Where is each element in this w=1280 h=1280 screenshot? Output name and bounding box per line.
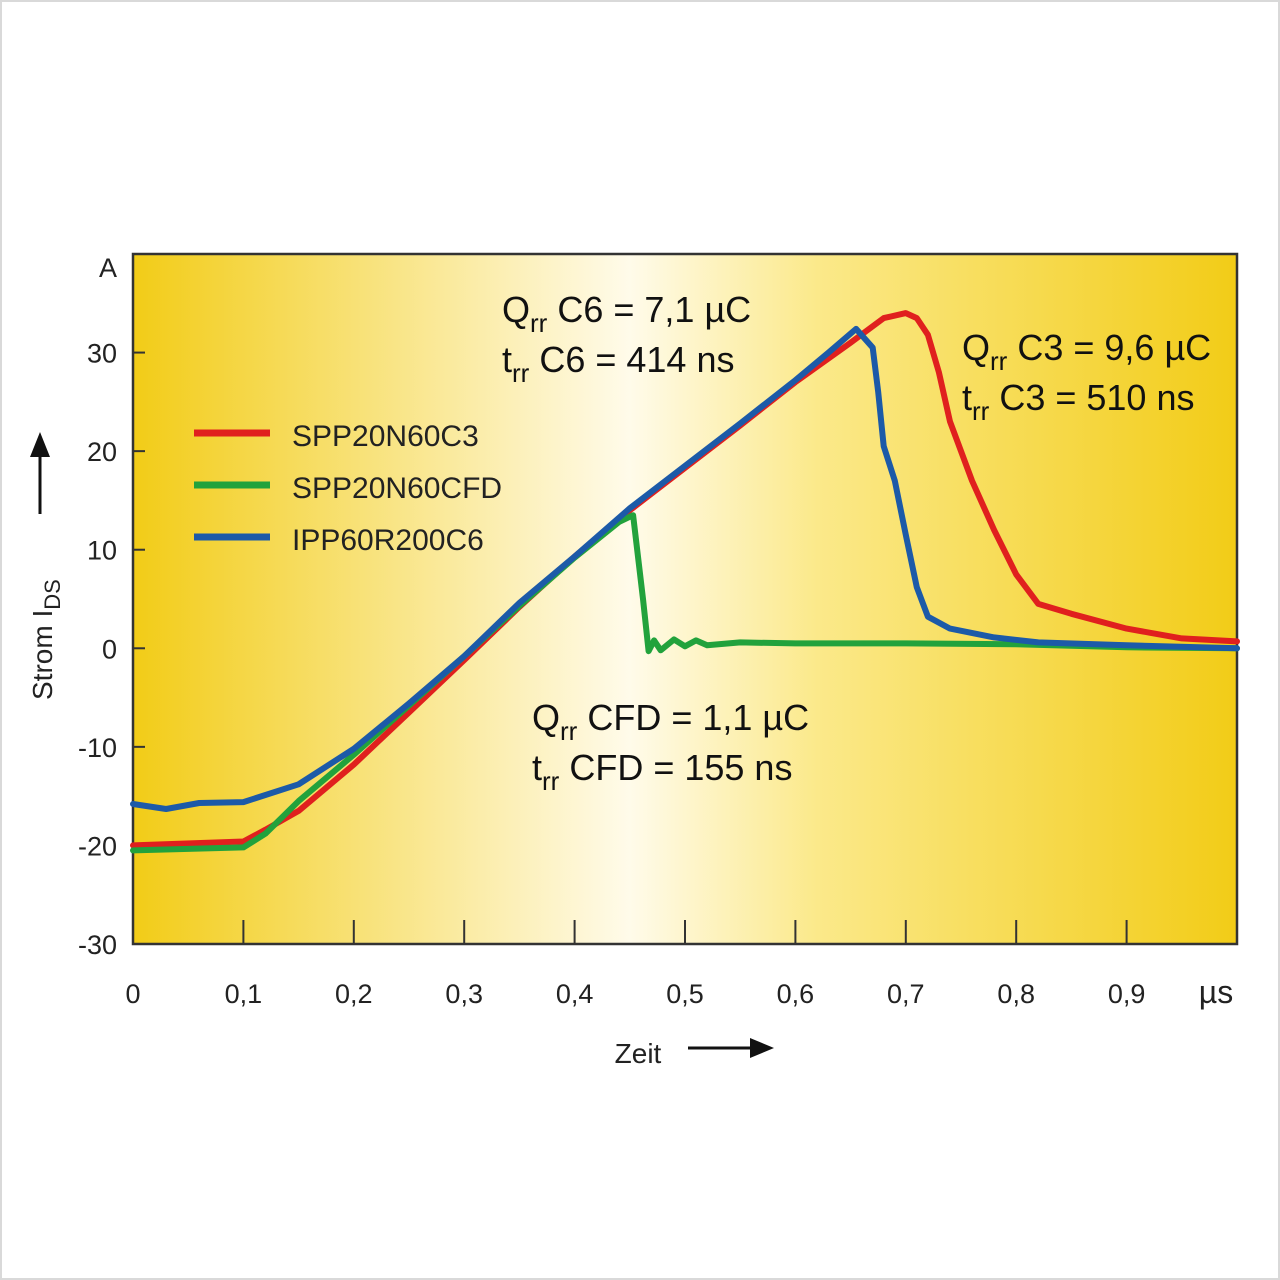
- y-axis-arrow: [30, 432, 50, 514]
- y-tick-label: -20: [78, 831, 117, 861]
- x-tick-label: 0,4: [556, 979, 594, 1009]
- y-tick-label: 30: [87, 339, 117, 369]
- series-line-spp20n60c3: [130, 310, 1240, 849]
- annotation-c6: Qrr C6 = 7,1 µC trr C6 = 414 ns: [502, 289, 751, 388]
- annotation-c6-trr: trr C6 = 414 ns: [502, 339, 734, 388]
- annotation-cfd-trr: trr CFD = 155 ns: [532, 747, 792, 796]
- y-tick-label: 0: [102, 634, 117, 664]
- x-tick-label: 0,3: [445, 979, 483, 1009]
- annotation-cfd: Qrr CFD = 1,1 µC trr CFD = 155 ns: [532, 697, 809, 796]
- legend-label-c6: IPP60R200C6: [292, 524, 484, 557]
- annotation-c3-trr: trr C3 = 510 ns: [962, 377, 1194, 426]
- y-axis-title: Strom IDS: [27, 579, 65, 700]
- x-tick-label: 0: [125, 979, 140, 1009]
- x-tick-label: 0,6: [777, 979, 815, 1009]
- y-tick-label: -30: [78, 930, 117, 960]
- legend-label-c3: SPP20N60C3: [292, 420, 479, 453]
- x-axis-arrow: [688, 1038, 774, 1058]
- y-tick-label: 10: [87, 536, 117, 566]
- x-tick-label: 0,2: [335, 979, 373, 1009]
- y-axis: 30 20 10 0 -10 -20 -30: [78, 339, 145, 960]
- x-axis-title: Zeit: [615, 1038, 662, 1069]
- plot-area: [131, 252, 1239, 946]
- y-tick-label: 20: [87, 437, 117, 467]
- annotation-cfd-qrr: Qrr CFD = 1,1 µC: [532, 697, 809, 746]
- series-line-ipp60r200c6: [130, 325, 1240, 812]
- y-axis-title-main: Strom I: [27, 610, 58, 700]
- legend: SPP20N60C3 SPP20N60CFD IPP60R200C6: [194, 420, 502, 557]
- x-tick-label: 0,5: [666, 979, 704, 1009]
- x-unit-label: µs: [1199, 974, 1233, 1010]
- series-group: [130, 310, 1240, 854]
- y-tick-label: -10: [78, 733, 117, 763]
- x-tick-label: 0,8: [997, 979, 1035, 1009]
- series-line-spp20n60cfd: [130, 512, 1240, 854]
- y-unit-label: A: [99, 253, 117, 283]
- y-axis-title-sub: DS: [40, 579, 65, 610]
- annotation-c6-qrr: Qrr C6 = 7,1 µC: [502, 289, 751, 338]
- x-tick-label: 0,1: [225, 979, 263, 1009]
- x-tick-label: 0,7: [887, 979, 925, 1009]
- x-axis: 0 0,1 0,2 0,3 0,4 0,5 0,6 0,7 0,8 0,9: [125, 920, 1145, 1009]
- annotation-c3: Qrr C3 = 9,6 µC trr C3 = 510 ns: [962, 327, 1211, 426]
- annotation-c3-qrr: Qrr C3 = 9,6 µC: [962, 327, 1211, 376]
- x-tick-label: 0,9: [1108, 979, 1146, 1009]
- legend-label-cfd: SPP20N60CFD: [292, 472, 502, 505]
